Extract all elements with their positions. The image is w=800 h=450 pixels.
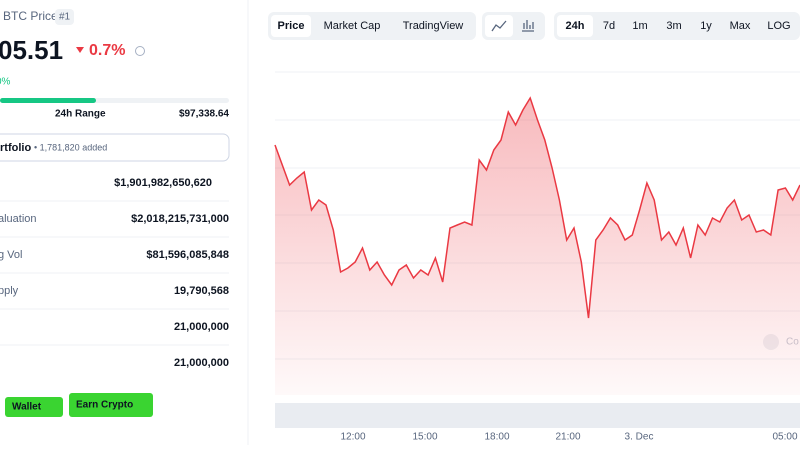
line-icon [491, 20, 507, 32]
stat-label: g Vol [0, 249, 22, 261]
coin-name: BTC Price [3, 9, 58, 23]
down-arrow [76, 47, 84, 53]
x-tick-label: 21:00 [555, 432, 580, 443]
range-group [554, 12, 800, 40]
range-tab[interactable]: 1y [700, 20, 712, 32]
icon-selected [485, 15, 513, 37]
price: 05.51 [0, 35, 63, 65]
stat-value: 21,000,000 [174, 357, 229, 369]
earn-button[interactable] [69, 393, 153, 417]
range-tab[interactable]: 3m [666, 20, 681, 32]
wallet-button[interactable] [5, 397, 63, 417]
x-tick-label: 12:00 [340, 432, 365, 443]
stat-value: 19,790,568 [174, 285, 229, 297]
tab[interactable]: Market Cap [324, 20, 381, 32]
range-tab[interactable]: 7d [603, 20, 615, 32]
rank: #1 [59, 12, 71, 23]
change: 0.7% [89, 42, 125, 59]
range-label: 24h Range [55, 109, 106, 120]
rank-badge [55, 9, 74, 25]
tab[interactable]: Price [278, 20, 305, 32]
x-tick-label: 3. Dec [625, 432, 654, 443]
volume-area [275, 403, 800, 428]
bar-icon [522, 20, 534, 32]
range-tab[interactable]: Max [730, 20, 751, 32]
stat-label: aluation [0, 213, 37, 225]
stat-value: $1,901,982,650,620 [114, 177, 212, 189]
x-tick-label: 15:00 [412, 432, 437, 443]
range-selected [557, 15, 593, 37]
wallet-label: Wallet [12, 402, 42, 413]
stat-label: pply [0, 285, 19, 297]
sub-change: 0% [0, 77, 11, 88]
info-icon [135, 46, 145, 56]
tab-group [268, 12, 476, 40]
portfolio-button[interactable] [0, 133, 230, 162]
stat-value: 21,000,000 [174, 321, 229, 333]
x-tick-label: 18:00 [484, 432, 509, 443]
range-tab[interactable]: 1m [632, 20, 647, 32]
price-line [274, 96, 800, 319]
stat-value: $2,018,215,731,000 [131, 213, 229, 225]
portfolio-label: rtfolio [0, 142, 31, 154]
stat-value: $81,596,085,848 [146, 249, 229, 261]
x-tick-label: 05:00 [772, 432, 797, 443]
range-fill [0, 98, 96, 103]
range-high: $97,338.64 [179, 109, 229, 120]
tab-selected [271, 15, 311, 37]
price-area [275, 98, 800, 395]
tab[interactable]: TradingView [403, 20, 464, 32]
range-tab[interactable]: 24h [566, 20, 585, 32]
portfolio-added: • 1,781,820 added [34, 142, 107, 152]
range-tab[interactable]: LOG [767, 20, 790, 32]
earn-label: Earn Crypto [76, 400, 133, 411]
